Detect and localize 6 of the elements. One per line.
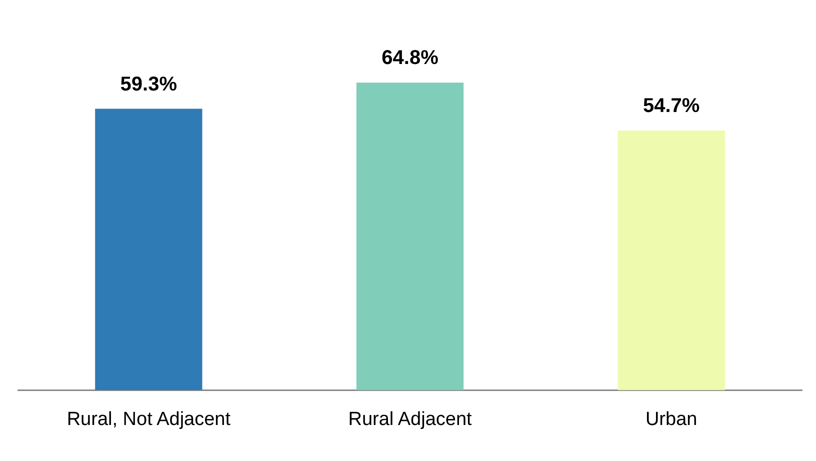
x-tick-label: Rural, Not Adjacent <box>66 408 232 430</box>
data-label: 59.3% <box>120 73 178 96</box>
x-tick-label: Urban <box>645 408 698 430</box>
data-label: 54.7% <box>642 95 700 118</box>
x-tick-label: Rural Adjacent <box>348 408 473 430</box>
data-label: 64.8% <box>382 47 439 70</box>
